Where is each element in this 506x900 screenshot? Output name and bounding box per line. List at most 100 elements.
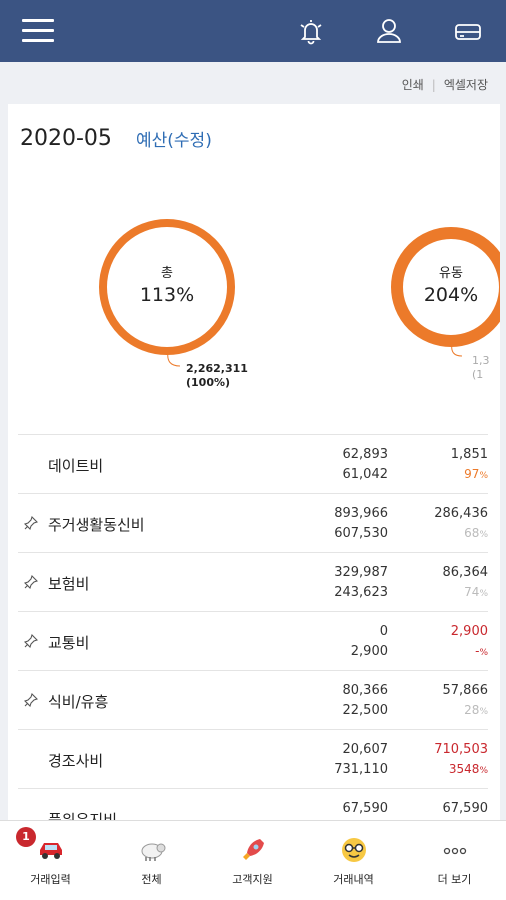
user-icon[interactable] <box>373 15 405 47</box>
period-title[interactable]: 2020-05 <box>20 126 112 151</box>
usage-percent: -% <box>475 644 488 658</box>
nav-item-label: 거래내역 <box>333 873 374 886</box>
more-dots-icon <box>443 847 467 855</box>
budget-value: 67,590 <box>342 801 389 816</box>
usage-percent-value: 74 <box>464 585 480 599</box>
table-row[interactable]: 보험비 329,987 243,623 86,364 74% <box>18 552 488 611</box>
percent-unit: % <box>479 648 488 658</box>
percent-unit: % <box>479 589 488 599</box>
floating-amount-label: 1,3 (1 <box>472 354 490 382</box>
remaining-value: 286,436 <box>434 506 488 521</box>
budget-value: 893,966 <box>334 506 388 521</box>
nav-item-2[interactable]: 전체 <box>101 821 202 900</box>
notification-badge: 1 <box>16 827 36 847</box>
pin-icon[interactable] <box>24 516 38 530</box>
pin-icon[interactable] <box>24 634 38 648</box>
nav-item-label: 고객지원 <box>232 873 273 886</box>
table-row[interactable]: 데이트비 62,893 61,042 1,851 97% <box>18 434 488 493</box>
hamburger-icon[interactable] <box>22 19 54 43</box>
table-row[interactable]: 식비/유흥 80,366 22,500 57,866 28% <box>18 670 488 729</box>
budget-value: 80,366 <box>342 683 389 698</box>
budget-value: 0 <box>379 624 388 639</box>
divider: | <box>431 78 436 92</box>
remaining-value: 710,503 <box>434 742 488 757</box>
nav-item-3[interactable]: 고객지원 <box>202 821 303 900</box>
card-icon[interactable] <box>452 15 484 47</box>
table-row[interactable]: 품위유지비 67,590 67,590 <box>18 788 488 820</box>
remaining-value: 1,851 <box>450 447 488 462</box>
total-amount-label: 2,262,311 (100%) <box>186 362 248 390</box>
floating-donut[interactable]: 유동 204% <box>390 226 500 348</box>
table-row[interactable]: 경조사비 20,607 731,110 710,503 3548% <box>18 729 488 788</box>
category-name: 데이트비 <box>48 457 104 475</box>
car-icon <box>40 843 62 859</box>
usage-percent: 28% <box>464 703 488 717</box>
usage-percent-value: 28 <box>464 703 480 717</box>
total-amount: 2,262,311 <box>186 362 248 375</box>
category-table: 데이트비 62,893 61,042 1,851 97% 주거생활동신비 893,966 60… <box>18 434 488 820</box>
category-name: 주거생활동신비 <box>48 516 145 534</box>
rocket-icon <box>243 839 264 860</box>
spent-value: 731,110 <box>334 762 388 777</box>
export-actions: 인쇄 | 엑셀저장 <box>402 76 488 93</box>
pin-icon[interactable] <box>24 575 38 589</box>
percent-unit: % <box>479 707 488 717</box>
category-name: 경조사비 <box>48 752 104 770</box>
floating-leader-line <box>451 344 463 357</box>
nav-item-label: 전체 <box>141 873 162 886</box>
excel-save-link[interactable]: 엑셀저장 <box>443 78 488 92</box>
budget-value: 329,987 <box>334 565 388 580</box>
spent-value: 61,042 <box>342 467 389 482</box>
usage-percent-value: 97 <box>464 467 480 481</box>
total-percent: 113% <box>139 284 195 306</box>
top-app-bar <box>0 0 506 62</box>
budget-edit-link[interactable]: 예산(수정) <box>136 131 212 151</box>
spent-value: 2,900 <box>350 644 388 659</box>
total-leader-line <box>167 352 181 367</box>
total-label: 총 <box>161 266 173 281</box>
bell-icon[interactable] <box>295 15 327 47</box>
category-name: 보험비 <box>48 575 90 593</box>
nav-item-1[interactable]: 1 거래입력 <box>0 821 101 900</box>
total-amount-percent: (100%) <box>186 376 231 389</box>
nav-item-4[interactable]: 거래내역 <box>303 821 404 900</box>
budget-value: 20,607 <box>342 742 389 757</box>
floating-amount: 1,3 <box>472 354 490 367</box>
remaining-value: 67,590 <box>442 801 489 816</box>
category-name: 교통비 <box>48 634 90 652</box>
total-donut[interactable]: 총 113% <box>96 216 238 358</box>
spent-value: 607,530 <box>334 526 388 541</box>
usage-percent-value: - <box>475 644 480 658</box>
nav-item-5[interactable]: 더 보기 <box>404 821 505 900</box>
budget-card: 2020-05 예산(수정) 총 113% 2,262,311 (100%) 유… <box>8 104 500 820</box>
usage-percent: 3548% <box>449 762 488 776</box>
bottom-navigation: 1 거래입력 전체 고객지원 거래내역 더 보기 <box>0 820 506 900</box>
sheep-icon <box>141 843 166 861</box>
table-row[interactable]: 주거생활동신비 893,966 607,530 286,436 68% <box>18 493 488 552</box>
usage-percent: 68% <box>464 526 488 540</box>
usage-percent-value: 3548 <box>448 762 480 776</box>
remaining-value: 2,900 <box>450 624 488 639</box>
floating-label: 유동 <box>439 266 463 281</box>
floating-donut-ring <box>391 227 500 347</box>
usage-percent: 74% <box>464 585 488 599</box>
spent-value: 22,500 <box>342 703 389 718</box>
floating-amount-percent: (1 <box>472 368 484 381</box>
category-name: 식비/유흥 <box>48 693 109 711</box>
percent-unit: % <box>479 530 488 540</box>
category-name: 품위유지비 <box>48 811 118 820</box>
percent-unit: % <box>479 766 488 776</box>
nav-item-label: 거래입력 <box>30 873 71 886</box>
remaining-value: 86,364 <box>442 565 489 580</box>
table-row[interactable]: 교통비 0 2,900 2,900 -% <box>18 611 488 670</box>
nav-item-label: 더 보기 <box>437 873 472 886</box>
floating-percent: 204% <box>423 284 479 306</box>
remaining-value: 57,866 <box>442 683 489 698</box>
percent-unit: % <box>479 471 488 481</box>
total-donut-ring <box>99 219 235 355</box>
print-link[interactable]: 인쇄 <box>401 78 424 92</box>
usage-percent: 97% <box>464 467 488 481</box>
usage-percent-value: 68 <box>464 526 480 540</box>
pin-icon[interactable] <box>24 693 38 707</box>
spent-value: 243,623 <box>334 585 388 600</box>
